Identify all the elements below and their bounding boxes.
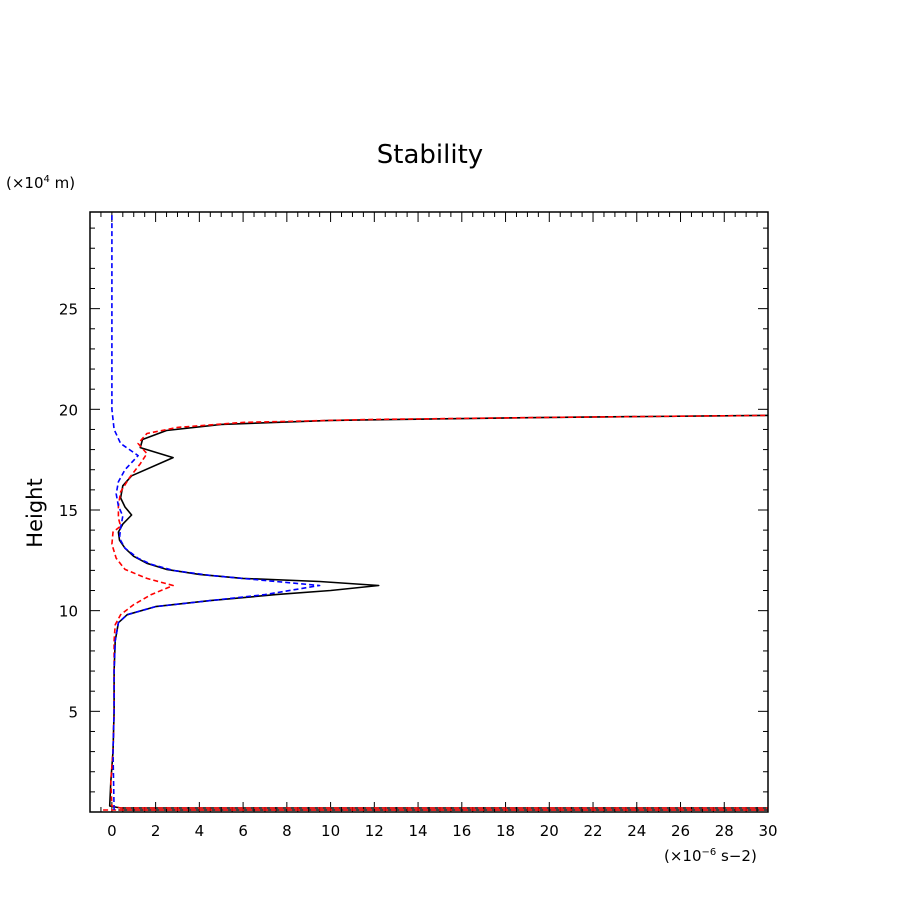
plot-frame xyxy=(89,211,769,813)
x-tick-label: 20 xyxy=(540,822,559,840)
x-unit-exponent: −6 xyxy=(702,847,717,858)
y-unit-label: (×104 m) xyxy=(6,174,75,192)
series-line-3 xyxy=(111,212,321,811)
y-axis-title: Height xyxy=(23,478,47,547)
x-tick-label: 8 xyxy=(282,822,292,840)
x-tick-label: 4 xyxy=(195,822,205,840)
series-layer xyxy=(103,212,768,811)
x-tick-label: 12 xyxy=(365,822,384,840)
x-tick-label: 30 xyxy=(758,822,777,840)
x-unit-prefix: (×10 xyxy=(664,847,702,865)
y-tick-label: 10 xyxy=(59,603,78,621)
series-line-1 xyxy=(108,414,768,811)
chart-title: Stability xyxy=(377,140,483,170)
y-unit-exponent: 4 xyxy=(44,174,50,185)
y-tick-labels: 5 10 15 20 25 xyxy=(59,301,78,722)
y-unit-suffix: m) xyxy=(50,174,75,192)
x-tick-label: 18 xyxy=(496,822,515,840)
x-tick-label: 28 xyxy=(715,822,734,840)
x-tick-label: 6 xyxy=(238,822,248,840)
y-tick-label: 20 xyxy=(59,401,78,419)
x-unit-label: (×10−6 s−2) xyxy=(664,847,757,865)
x-tick-label: 2 xyxy=(151,822,161,840)
y-tick-label: 5 xyxy=(68,703,78,721)
x-tick-label: 10 xyxy=(321,822,340,840)
x-unit-suffix: s−2) xyxy=(716,847,757,865)
y-tick-label: 15 xyxy=(59,502,78,520)
y-unit-prefix: (×10 xyxy=(6,174,44,192)
x-tick-label: 14 xyxy=(409,822,428,840)
y-tick-label: 25 xyxy=(59,301,78,319)
axis-ticks xyxy=(89,212,769,812)
x-tick-label: 26 xyxy=(671,822,690,840)
x-tick-label: 0 xyxy=(107,822,117,840)
x-tick-labels: 0 2 4 6 8 10 12 14 16 18 20 22 24 26 28 30 xyxy=(107,822,777,840)
series-line-2 xyxy=(103,414,768,811)
x-tick-label: 24 xyxy=(627,822,646,840)
x-tick-label: 22 xyxy=(583,822,602,840)
x-tick-label: 16 xyxy=(452,822,471,840)
